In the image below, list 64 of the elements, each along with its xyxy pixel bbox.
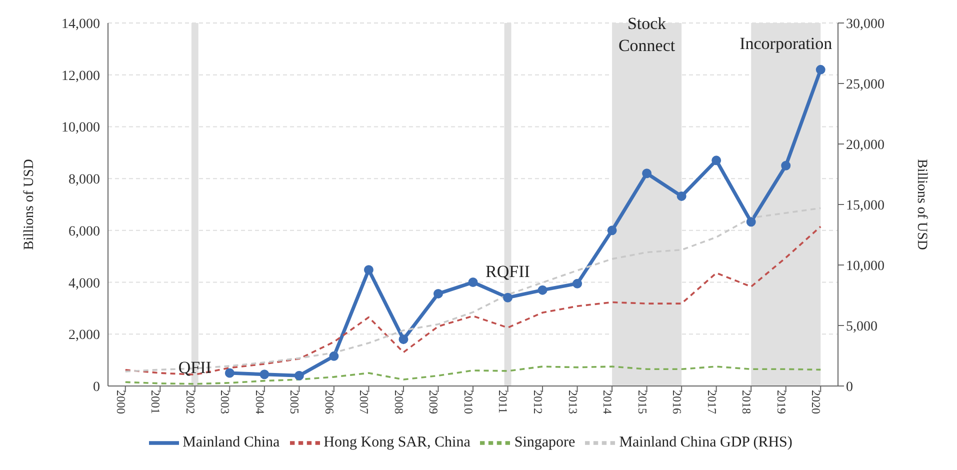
point (224, 368, 234, 378)
y-tick-label: 12,000 (62, 68, 100, 84)
legend-label: Hong Kong SAR, China (324, 434, 470, 450)
y2-tick-label: 5,000 (846, 319, 878, 334)
band-label: Stock Connect (618, 14, 676, 55)
y-tick-label: 0 (93, 380, 100, 395)
x-tick-label: 2009 (426, 390, 441, 414)
legend-label: Mainland China GDP (RHS) (619, 434, 792, 450)
x-tick-label: 2011 (496, 390, 510, 414)
x-tick-label: 2001 (148, 390, 163, 414)
point (538, 285, 548, 295)
x-tick-label: 2019 (774, 390, 788, 414)
y-tick-label: 14,000 (62, 16, 100, 32)
x-tick-label: 2020 (809, 390, 824, 414)
point (398, 334, 408, 344)
x-tick-label: 2017 (704, 390, 719, 414)
y-tick-label: 8,000 (68, 172, 100, 188)
point (816, 64, 826, 74)
y-tick-label: 10,000 (62, 120, 100, 136)
point (676, 191, 686, 201)
point (433, 288, 443, 298)
point (294, 370, 304, 380)
x-tick-label: 2014 (600, 390, 615, 414)
y2-tick-label: 25,000 (846, 77, 884, 92)
point (364, 265, 374, 275)
x-tick-label: 2000 (114, 390, 128, 414)
point (260, 370, 270, 380)
y2-tick-label: 15,000 (846, 198, 884, 214)
legend-label: Singapore (514, 434, 576, 450)
y2-axis-title: Billions of USD (914, 158, 930, 250)
y-axis-title: Billions of USD (22, 158, 37, 250)
x-tick-label: 2018 (740, 390, 754, 414)
point (468, 278, 478, 288)
y2-tick-label: 0 (846, 380, 853, 395)
point (329, 351, 339, 361)
x-tick-label: 2006 (322, 390, 336, 414)
point (712, 156, 722, 166)
y-tick-label: 6,000 (68, 224, 100, 240)
point (572, 278, 582, 288)
x-tick-label: 2015 (635, 390, 650, 414)
x-tick-label: 2008 (392, 390, 406, 414)
x-tick-label: 2016 (670, 390, 684, 414)
y2-tick-label: 30,000 (846, 16, 884, 32)
y2-tick-label: 20,000 (846, 138, 884, 153)
annotation: RQFII (486, 262, 530, 282)
x-tick-label: 2012 (531, 390, 546, 414)
x-tick-label: 2013 (566, 390, 580, 414)
point (503, 292, 513, 302)
x-tick-label: 2007 (357, 390, 372, 414)
y2-tick-label: 10,000 (846, 258, 884, 274)
x-tick-label: 2004 (252, 390, 267, 414)
point (642, 168, 652, 178)
annotation: QFII (178, 358, 212, 378)
x-tick-label: 2005 (288, 390, 302, 414)
y-tick-label: 2,000 (68, 328, 100, 344)
point (781, 160, 791, 170)
x-tick-label: 2002 (183, 390, 198, 414)
legend-label: Mainland China (182, 434, 280, 450)
point (607, 226, 617, 236)
band-label: Incorporation (740, 34, 833, 53)
x-tick-label: 2010 (461, 390, 476, 414)
y-tick-label: 4,000 (68, 276, 100, 292)
point (746, 217, 756, 227)
x-tick-label: 2003 (218, 390, 232, 414)
